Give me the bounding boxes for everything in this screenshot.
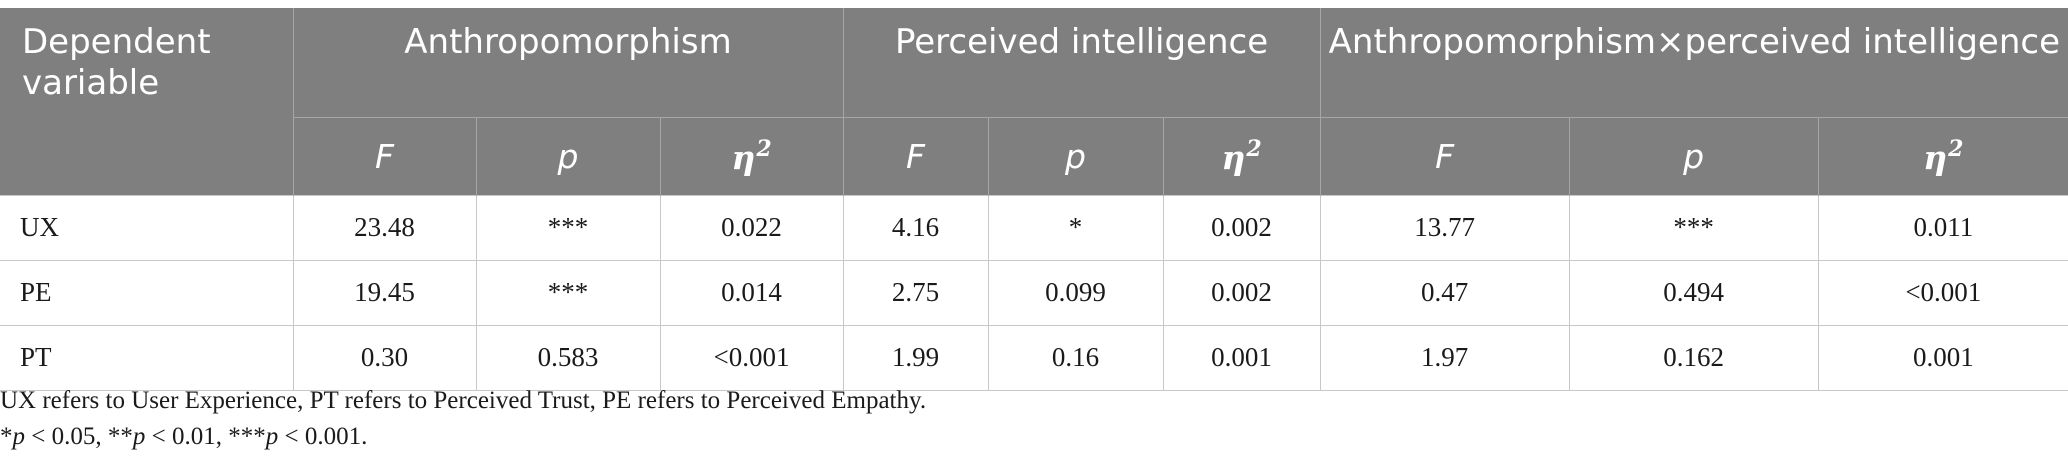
table-cell: 0.162 — [1568, 324, 1819, 391]
table-row: UX 23.48 *** 0.022 4.16 * 0.002 13.77 **… — [0, 194, 2068, 260]
row-label: PT — [0, 324, 293, 391]
table-cell: 0.014 — [659, 259, 844, 325]
table-cell: 4.16 — [842, 194, 989, 260]
subheader-p: p — [475, 116, 660, 195]
table-cell: <0.001 — [1817, 259, 2068, 325]
group-header-anthropomorphism: Anthropomorphism — [292, 8, 844, 117]
table-cell: <0.001 — [659, 324, 844, 391]
subheader-f: F — [1319, 116, 1570, 195]
table-cell: 0.30 — [292, 324, 476, 391]
abbreviation-note: UX refers to User Experience, PT refers … — [0, 387, 927, 414]
anova-results-table: Dependent variable Anthropomorphism Perc… — [0, 8, 2068, 391]
table-cell: *** — [475, 259, 660, 325]
subheader-p: p — [987, 116, 1164, 195]
table-cell: 0.583 — [475, 324, 660, 391]
dependent-variable-header: Dependent variable — [0, 8, 293, 195]
subheader-eta-squared: η2 — [659, 116, 844, 195]
table-cell: *** — [475, 194, 660, 260]
table-cell: 0.002 — [1162, 194, 1321, 260]
table-cell: * — [987, 194, 1164, 260]
row-label: UX — [0, 194, 293, 260]
table-cell: 2.75 — [842, 259, 989, 325]
eta-symbol: η — [1923, 137, 1948, 177]
table-cell: 1.99 — [842, 324, 989, 391]
table-container: Dependent variable Anthropomorphism Perc… — [0, 8, 2068, 391]
eta-superscript: 2 — [1948, 135, 1964, 162]
table-cell: 0.099 — [987, 259, 1164, 325]
table-cell: 0.002 — [1162, 259, 1321, 325]
table-row: PE 19.45 *** 0.014 2.75 0.099 0.002 0.47… — [0, 259, 2068, 325]
subheader-f: F — [292, 116, 476, 195]
group-header-interaction: Anthropomorphism×perceived intelligence — [1319, 8, 2068, 117]
row-label: PE — [0, 259, 293, 325]
note-italic-p: p — [12, 423, 26, 450]
note-italic-p: p — [132, 423, 146, 450]
subheader-eta-squared: η2 — [1817, 116, 2068, 195]
eta-superscript: 2 — [756, 135, 772, 162]
table-cell: 0.47 — [1319, 259, 1570, 325]
group-header-perceived-intelligence: Perceived intelligence — [842, 8, 1321, 117]
subheader-p: p — [1568, 116, 1819, 195]
header-row-stats: F p η2 F p η2 F p η2 — [0, 116, 2068, 195]
note-text: < 0.001. — [278, 423, 368, 450]
note-text: * — [0, 423, 13, 450]
table-cell: *** — [1568, 194, 1819, 260]
significance-note: *p < 0.05, **p < 0.01, ***p < 0.001. — [0, 419, 926, 455]
eta-symbol: η — [731, 137, 756, 177]
table-cell: 0.494 — [1568, 259, 1819, 325]
table-footnotes: UX refers to User Experience, PT refers … — [0, 383, 926, 455]
eta-superscript: 2 — [1246, 135, 1262, 162]
header-row-groups: Dependent variable Anthropomorphism Perc… — [0, 8, 2068, 195]
subheader-f: F — [842, 116, 989, 195]
table-cell: 0.011 — [1817, 194, 2068, 260]
eta-symbol: η — [1221, 137, 1246, 177]
note-italic-p: p — [265, 423, 279, 450]
table-cell: 19.45 — [292, 259, 476, 325]
table-cell: 0.022 — [659, 194, 844, 260]
table-cell: 23.48 — [292, 194, 476, 260]
table-cell: 0.16 — [987, 324, 1164, 391]
note-text: < 0.01, *** — [145, 423, 266, 450]
table-cell: 0.001 — [1817, 324, 2068, 391]
table-cell: 1.97 — [1319, 324, 1570, 391]
table-cell: 0.001 — [1162, 324, 1321, 391]
note-text: < 0.05, ** — [25, 423, 133, 450]
subheader-eta-squared: η2 — [1162, 116, 1321, 195]
table-cell: 13.77 — [1319, 194, 1570, 260]
table-row: PT 0.30 0.583 <0.001 1.99 0.16 0.001 1.9… — [0, 324, 2068, 391]
